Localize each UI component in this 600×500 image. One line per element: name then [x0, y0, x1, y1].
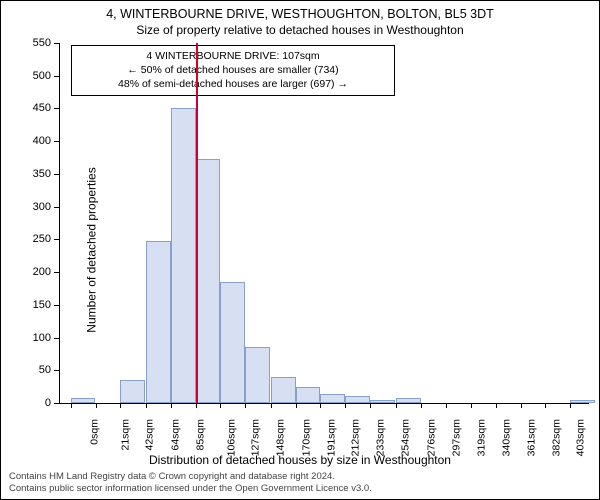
y-tick-label: 150 [11, 299, 51, 311]
y-tick-label: 400 [11, 135, 51, 147]
histogram-bar [296, 387, 321, 403]
histogram-bar [245, 347, 270, 403]
x-tick-label: 276sqm [425, 419, 437, 456]
x-tick-label: 21sqm [119, 419, 131, 451]
histogram-bar [71, 398, 96, 403]
histogram-bar [320, 394, 345, 403]
x-tick-label: 170sqm [300, 419, 312, 456]
x-tick-label: 382sqm [550, 419, 562, 456]
x-tick-label: 233sqm [375, 419, 387, 456]
histogram-bar [146, 241, 171, 403]
footer-line-2: Contains public sector information licen… [9, 483, 372, 495]
x-tick-label: 212sqm [350, 419, 362, 456]
x-tick-label: 0sqm [88, 419, 100, 445]
histogram-bar [396, 398, 421, 403]
x-tick-label: 42sqm [144, 419, 156, 451]
y-tick-label: 450 [11, 102, 51, 114]
histogram-bar [171, 108, 196, 403]
x-tick-label: 297sqm [450, 419, 462, 456]
y-tick-label: 50 [11, 364, 51, 376]
y-tick-label: 200 [11, 266, 51, 278]
x-tick-label: 106sqm [225, 419, 237, 456]
histogram-bar [271, 377, 296, 403]
x-axis-label: Distribution of detached houses by size … [1, 453, 599, 467]
y-tick-label: 250 [11, 233, 51, 245]
chart-container: { "title_main": "4, WINTERBOURNE DRIVE, … [0, 0, 600, 500]
x-tick-label: 340sqm [501, 419, 513, 456]
x-tick-label: 64sqm [170, 419, 182, 451]
x-tick-label: 148sqm [274, 419, 286, 456]
histogram-bar [345, 396, 370, 403]
x-tick-label: 254sqm [399, 419, 411, 456]
histogram-bar [196, 159, 221, 403]
y-tick-label: 350 [11, 168, 51, 180]
x-tick-label: 319sqm [476, 419, 488, 456]
x-tick-label: 191sqm [325, 419, 337, 456]
y-tick-label: 550 [11, 37, 51, 49]
x-tick-label: 85sqm [194, 419, 206, 451]
histogram-bar [370, 400, 395, 403]
property-marker-line [196, 43, 198, 403]
histogram-bar [570, 400, 595, 403]
y-tick-label: 500 [11, 70, 51, 82]
footer-line-1: Contains HM Land Registry data © Crown c… [9, 471, 372, 483]
plot-area: 0501001502002503003504004505005500sqm21s… [59, 43, 589, 403]
chart-title: 4, WINTERBOURNE DRIVE, WESTHOUGHTON, BOL… [1, 7, 599, 21]
histogram-bar [220, 282, 245, 403]
x-tick-label: 127sqm [250, 419, 262, 456]
chart-subtitle: Size of property relative to detached ho… [1, 23, 599, 37]
x-tick-label: 361sqm [525, 419, 537, 456]
y-tick-label: 0 [11, 397, 51, 409]
y-tick-label: 100 [11, 332, 51, 344]
y-tick-label: 300 [11, 201, 51, 213]
x-tick-label: 403sqm [575, 419, 587, 456]
attribution-footer: Contains HM Land Registry data © Crown c… [9, 471, 372, 495]
histogram-bar [120, 380, 145, 403]
